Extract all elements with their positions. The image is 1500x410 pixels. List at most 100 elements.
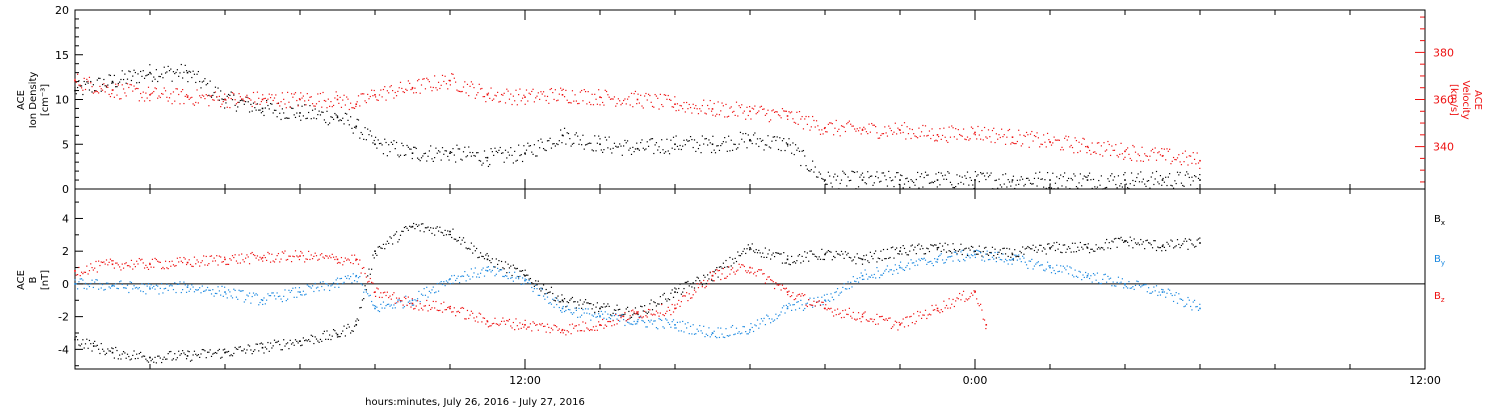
Bz-point bbox=[941, 311, 944, 313]
By-point bbox=[1036, 262, 1038, 264]
Bz-point bbox=[852, 311, 854, 314]
density-point bbox=[99, 77, 101, 80]
density-point bbox=[171, 80, 173, 82]
velocity-point bbox=[277, 102, 280, 104]
Bx-point bbox=[1179, 246, 1181, 249]
Bz-point bbox=[944, 307, 946, 309]
velocity-point bbox=[855, 130, 857, 132]
velocity-point bbox=[1046, 132, 1049, 135]
By-point bbox=[1166, 292, 1168, 294]
velocity-point bbox=[741, 104, 743, 106]
velocity-point bbox=[204, 97, 206, 100]
density-point bbox=[881, 172, 883, 174]
x-axis-title: hours:minutes, July 26, 2016 - July 27, … bbox=[365, 397, 585, 408]
density-point bbox=[1121, 186, 1123, 188]
density-point bbox=[1116, 187, 1118, 189]
Bx-point bbox=[321, 340, 323, 342]
velocity-point bbox=[636, 98, 639, 101]
velocity-point bbox=[119, 98, 121, 100]
Bx-point bbox=[313, 342, 315, 345]
Bx-point bbox=[382, 243, 385, 245]
density-point bbox=[336, 115, 339, 117]
Bz-point bbox=[113, 267, 115, 269]
Bx-point bbox=[113, 357, 115, 359]
density-point bbox=[633, 151, 635, 153]
density-point bbox=[1132, 179, 1134, 182]
velocity-point bbox=[581, 89, 583, 92]
By-point bbox=[636, 320, 639, 323]
Bx-point bbox=[695, 280, 697, 282]
density-point bbox=[259, 109, 261, 111]
Bz-point bbox=[311, 258, 314, 260]
velocity-point bbox=[261, 98, 264, 101]
By-point bbox=[486, 270, 489, 272]
velocity-point bbox=[888, 125, 890, 127]
Bx-point bbox=[288, 348, 290, 350]
By-point bbox=[1108, 278, 1110, 280]
By-point bbox=[750, 323, 752, 325]
density-point bbox=[80, 85, 83, 87]
Bz-point bbox=[826, 309, 828, 311]
By-point bbox=[743, 326, 745, 328]
velocity-point bbox=[783, 110, 785, 112]
Bx-point bbox=[717, 276, 719, 278]
By-point bbox=[834, 291, 836, 294]
velocity-point bbox=[527, 100, 529, 102]
velocity-point bbox=[449, 84, 451, 86]
Bx-point bbox=[537, 280, 539, 282]
By-point bbox=[119, 281, 121, 283]
density-point bbox=[158, 75, 160, 78]
By-point bbox=[302, 290, 304, 292]
By-point bbox=[360, 282, 362, 285]
Bz-point bbox=[749, 266, 751, 269]
Bx-point bbox=[897, 252, 899, 255]
Bx-point bbox=[319, 338, 322, 341]
Bz-point bbox=[974, 290, 976, 292]
Bx-point bbox=[440, 231, 442, 233]
By-point bbox=[273, 295, 276, 297]
By-point bbox=[344, 275, 346, 278]
Bx-point bbox=[233, 352, 235, 355]
density-point bbox=[100, 90, 102, 92]
By-point bbox=[385, 305, 387, 307]
density-point bbox=[338, 120, 340, 122]
velocity-point bbox=[894, 122, 896, 124]
velocity-point bbox=[528, 92, 530, 94]
By-point bbox=[374, 305, 377, 307]
By-point bbox=[1132, 286, 1134, 288]
By-point bbox=[381, 307, 383, 309]
density-point bbox=[867, 171, 869, 173]
Bx-point bbox=[747, 244, 749, 246]
density-point bbox=[675, 135, 677, 137]
velocity-point bbox=[158, 95, 160, 97]
density-point bbox=[451, 151, 453, 154]
velocity-point bbox=[1062, 149, 1064, 151]
By-point bbox=[546, 296, 549, 298]
density-point bbox=[1120, 183, 1122, 185]
Bx-point bbox=[448, 233, 450, 236]
velocity-point bbox=[448, 79, 450, 82]
By-point bbox=[637, 318, 639, 321]
Bx-point bbox=[571, 296, 574, 299]
By-point bbox=[700, 330, 702, 332]
By-point bbox=[1111, 285, 1113, 287]
Bx-point bbox=[772, 252, 774, 254]
By-point bbox=[455, 279, 457, 282]
Bx-point bbox=[1124, 240, 1126, 243]
velocity-point bbox=[587, 91, 589, 93]
Bx-point bbox=[309, 340, 311, 343]
velocity-point bbox=[290, 93, 293, 95]
Bz-point bbox=[700, 281, 702, 284]
density-point bbox=[389, 151, 391, 153]
By-point bbox=[197, 289, 199, 291]
By-point bbox=[985, 253, 987, 255]
Bz-point bbox=[259, 256, 261, 258]
Bx-point bbox=[646, 312, 648, 315]
Bz-point bbox=[363, 266, 365, 269]
velocity-point bbox=[857, 130, 860, 132]
Bx-point bbox=[749, 247, 751, 249]
By-point bbox=[95, 278, 97, 281]
By-point bbox=[1098, 282, 1100, 284]
velocity-point bbox=[898, 128, 900, 131]
density-point bbox=[873, 182, 875, 184]
